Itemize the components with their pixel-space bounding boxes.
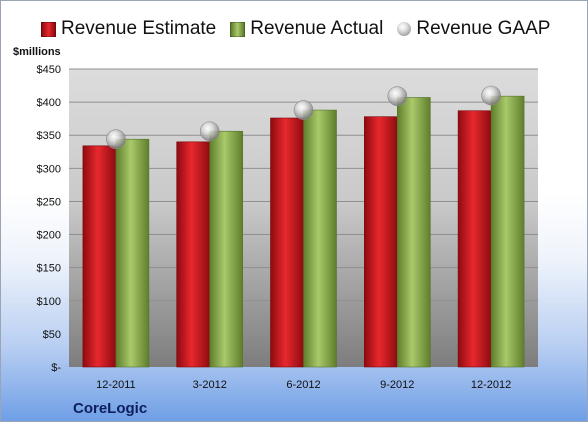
x-tick-label: 12-2012 xyxy=(471,379,511,391)
marker-revenue-gaap xyxy=(481,85,501,106)
legend-marker-gaap xyxy=(397,22,412,36)
x-tick-label: 6-2012 xyxy=(286,379,320,391)
y-tick-label: $350 xyxy=(37,130,61,142)
legend-label-estimate: Revenue Estimate xyxy=(61,18,217,39)
bars xyxy=(82,95,525,368)
x-tick-label: 9-2012 xyxy=(380,379,414,391)
marker-revenue-gaap xyxy=(106,129,126,149)
y-tick-label: $150 xyxy=(37,263,61,275)
bar-revenue-actual xyxy=(209,130,243,368)
bar-revenue-actual xyxy=(115,138,150,368)
legend-swatch-estimate xyxy=(41,21,56,37)
bar-revenue-estimate xyxy=(363,116,398,368)
y-tick-label: $450 xyxy=(37,64,61,76)
y-tick-label: $400 xyxy=(37,97,61,109)
y-tick-label: $- xyxy=(51,362,61,374)
legend: Revenue Estimate Revenue Actual Revenue … xyxy=(41,17,564,41)
bar-revenue-estimate xyxy=(457,110,492,368)
bar-revenue-estimate xyxy=(270,117,304,368)
y-tick-label: $250 xyxy=(37,196,61,208)
legend-label-gaap: Revenue GAAP xyxy=(416,18,551,39)
bar-revenue-estimate xyxy=(82,145,117,368)
company-name: CoreLogic xyxy=(73,400,148,417)
marker-revenue-gaap xyxy=(293,100,314,120)
legend-item-actual: Revenue Actual xyxy=(230,18,383,40)
legend-item-estimate: Revenue Estimate xyxy=(41,18,216,40)
y-tick-label: $100 xyxy=(37,296,61,308)
bar-revenue-actual xyxy=(303,109,337,368)
gaap-markers xyxy=(106,85,501,149)
y-axis-ticks: $- $50 $100 $150 $200 $250 $300 $350 $400 $450 xyxy=(37,64,62,374)
y-tick-label: $50 xyxy=(43,329,61,341)
y-axis-unit-label: $millions xyxy=(13,46,61,58)
y-tick-label: $200 xyxy=(37,230,61,242)
marker-revenue-gaap xyxy=(199,121,220,142)
bar-revenue-estimate xyxy=(176,141,210,368)
x-tick-label: 12-2011 xyxy=(96,379,136,391)
x-tick-label: 3-2012 xyxy=(193,379,227,391)
legend-item-gaap: Revenue GAAP xyxy=(397,18,550,40)
legend-label-actual: Revenue Actual xyxy=(250,18,384,39)
y-tick-label: $300 xyxy=(37,163,61,175)
marker-revenue-gaap xyxy=(387,86,408,106)
x-axis-ticks: 12-2011 3-2012 6-2012 9-2012 12-2012 xyxy=(96,379,511,391)
bar-revenue-actual xyxy=(396,97,431,368)
legend-swatch-actual xyxy=(230,21,246,37)
bar-revenue-actual xyxy=(490,95,525,368)
